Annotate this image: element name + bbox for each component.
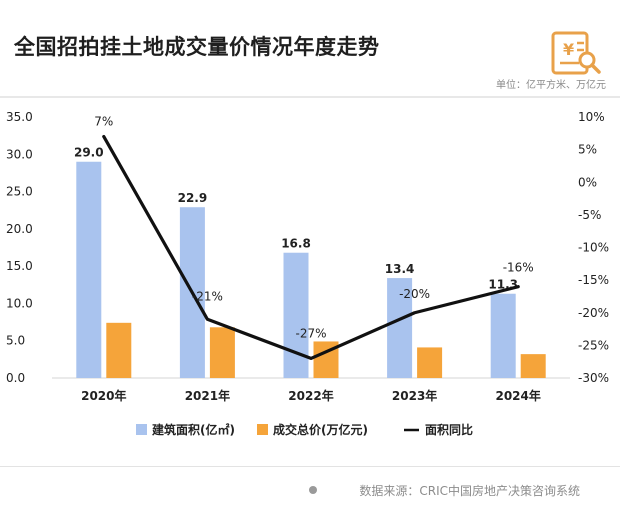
right-tick-label: -15% bbox=[578, 273, 609, 287]
right-tick-label: 10% bbox=[578, 110, 605, 124]
right-tick-label: -10% bbox=[578, 241, 609, 255]
left-axis-ticks: 0.0 5.0 10.0 15.0 20.0 25.0 30.0 35.0 bbox=[6, 110, 33, 385]
bar-series: 29.022.916.813.411.3 bbox=[74, 146, 546, 378]
yoy-point-label: -27% bbox=[295, 326, 326, 340]
yoy-point-label: -20% bbox=[399, 287, 430, 301]
legend: 建筑面积(亿㎡) 成交总价(万亿元) 面积同比 bbox=[136, 422, 473, 437]
data-source-note: 数据来源：CRIC中国房地产决策咨询系统 bbox=[359, 484, 580, 498]
area-bar bbox=[490, 293, 516, 378]
right-tick-label: 0% bbox=[578, 175, 597, 189]
legend-swatch-area bbox=[136, 424, 147, 435]
left-tick-label: 15.0 bbox=[6, 259, 33, 273]
left-tick-label: 25.0 bbox=[6, 185, 33, 199]
title-divider bbox=[0, 96, 620, 98]
x-category-label: 2021年 bbox=[185, 388, 230, 403]
legend-label-amount: 成交总价(万亿元) bbox=[273, 422, 368, 437]
right-tick-label: -30% bbox=[578, 371, 609, 385]
left-tick-label: 0.0 bbox=[6, 371, 25, 385]
amount-bar bbox=[417, 347, 443, 378]
area-bar-label: 13.4 bbox=[385, 262, 415, 276]
yoy-line-series: 7% -21% -27% -20% -16% bbox=[94, 115, 534, 361]
area-bar-label: 22.9 bbox=[178, 191, 208, 205]
yoy-line bbox=[102, 134, 520, 361]
svg-text:¥: ¥ bbox=[563, 40, 574, 59]
amount-bar bbox=[209, 327, 235, 378]
footer-divider bbox=[0, 466, 620, 467]
yoy-point-label: 7% bbox=[94, 115, 113, 129]
legend-label-area: 建筑面积(亿㎡) bbox=[151, 422, 235, 437]
yoy-point-label: -16% bbox=[503, 261, 534, 275]
chart: 0.0 5.0 10.0 15.0 20.0 25.0 30.0 35.0 10% 5% 0% -5… bbox=[6, 110, 609, 437]
right-tick-label: -5% bbox=[578, 208, 601, 222]
amount-bar bbox=[520, 354, 546, 378]
yen-document-search-icon: ¥ bbox=[551, 31, 601, 75]
right-tick-label: 5% bbox=[578, 143, 597, 157]
x-category-label: 2020年 bbox=[81, 388, 126, 403]
left-tick-label: 10.0 bbox=[6, 296, 33, 310]
source-bullet-icon bbox=[309, 486, 317, 494]
left-tick-label: 20.0 bbox=[6, 222, 33, 236]
left-tick-label: 35.0 bbox=[6, 110, 33, 124]
left-tick-label: 5.0 bbox=[6, 334, 25, 348]
area-bar-label: 29.0 bbox=[74, 146, 104, 160]
yoy-point-label: -21% bbox=[192, 289, 223, 303]
right-tick-label: -25% bbox=[578, 338, 609, 352]
unit-note: 单位：亿平方米、万亿元 bbox=[496, 80, 606, 91]
amount-bar bbox=[106, 322, 132, 378]
area-bar bbox=[283, 252, 309, 378]
x-category-label: 2024年 bbox=[495, 388, 540, 403]
left-tick-label: 30.0 bbox=[6, 147, 33, 161]
x-axis-categories: 2020年 2021年 2022年 2023年 2024年 bbox=[81, 388, 541, 403]
area-bar bbox=[387, 278, 413, 378]
right-tick-label: -20% bbox=[578, 306, 609, 320]
chart-title: 全国招拍挂土地成交量价情况年度走势 bbox=[14, 35, 380, 59]
legend-swatch-amount bbox=[257, 424, 268, 435]
area-bar-label: 16.8 bbox=[281, 237, 311, 251]
right-axis-ticks: 10% 5% 0% -5% -10% -15% -20% -25% -30% bbox=[578, 110, 609, 385]
x-category-label: 2023年 bbox=[392, 388, 437, 403]
x-category-label: 2022年 bbox=[288, 388, 333, 403]
legend-label-yoy: 面积同比 bbox=[425, 422, 473, 437]
area-bar bbox=[76, 161, 102, 378]
